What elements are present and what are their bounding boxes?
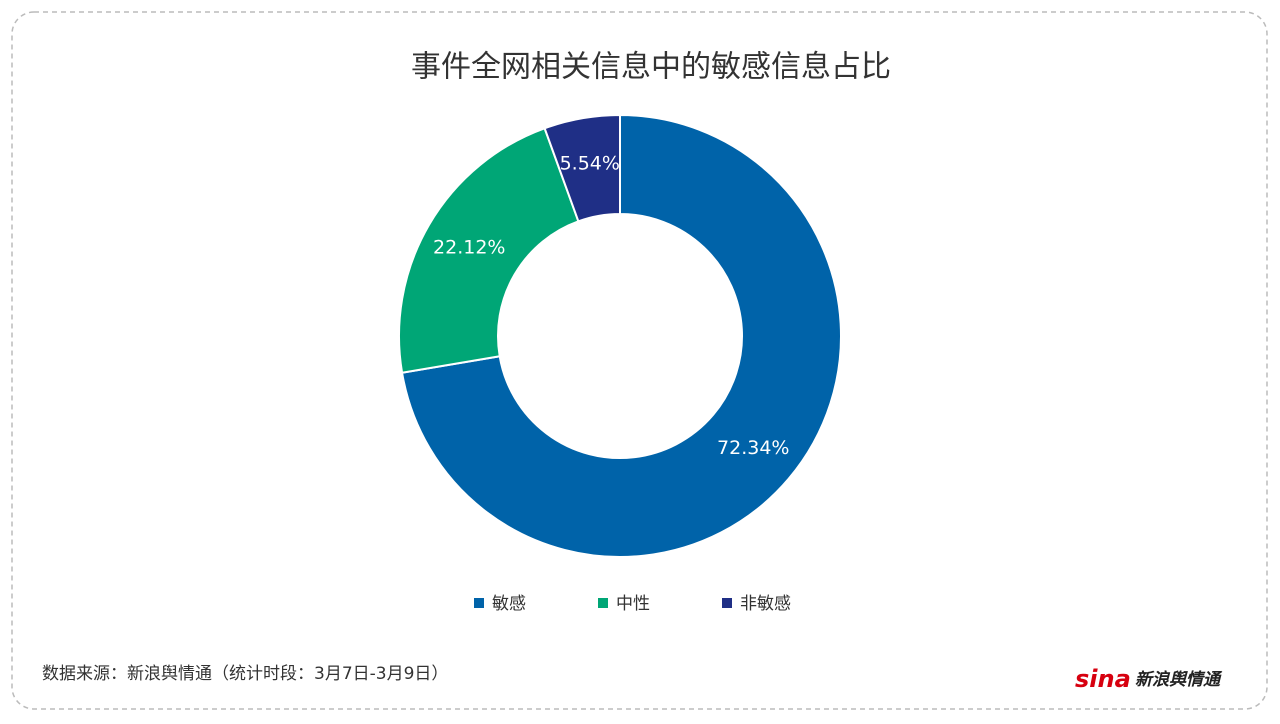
logo-mark: sina (1075, 665, 1131, 693)
chart-title: 事件全网相关信息中的敏感信息占比 (411, 50, 891, 85)
donut: 72.34% 22.12% 5.54% (397, 113, 842, 558)
legend-label: 中性 (616, 594, 650, 614)
legend-label: 非敏感 (740, 594, 791, 614)
data-label: 5.54% (560, 153, 620, 175)
legend: 敏感 中性 非敏感 (474, 594, 791, 614)
donut-slice (397, 126, 580, 374)
legend-swatch (474, 598, 484, 608)
source-note: 数据来源：新浪舆情通（统计时段：3月7日-3月9日） (42, 664, 448, 684)
legend-label: 敏感 (492, 594, 526, 614)
legend-swatch (598, 598, 608, 608)
data-label: 72.34% (717, 437, 789, 459)
data-label: 22.12% (433, 237, 505, 259)
frame (11, 11, 1268, 710)
donut-slice (400, 113, 842, 558)
donut-slice (543, 113, 621, 223)
legend-swatch (722, 598, 732, 608)
logo-text: 新浪舆情通 (1135, 670, 1223, 690)
